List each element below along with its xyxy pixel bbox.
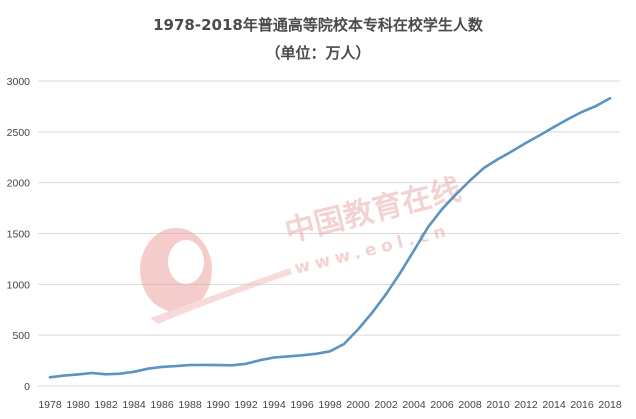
x-tick-label: 1980: [66, 399, 90, 411]
data-point-2005: [426, 225, 430, 229]
y-tick-label: 1000: [7, 279, 31, 291]
x-tick-label: 2006: [430, 399, 454, 411]
data-point-2000: [356, 328, 360, 331]
x-tick-label: 2010: [486, 399, 510, 411]
grid-lines: [38, 80, 620, 387]
data-point-1984: [132, 370, 136, 373]
x-tick-label: 2012: [514, 399, 538, 411]
data-point-2008: [468, 179, 472, 182]
x-tick-label: 2016: [570, 399, 594, 411]
data-point-2001: [370, 311, 374, 315]
eol-logo-icon: [140, 228, 292, 324]
data-point-1992: [244, 362, 248, 366]
data-point-1995: [286, 355, 290, 358]
x-tick-label: 1990: [206, 399, 230, 411]
data-point-2004: [412, 249, 416, 252]
data-point-2013: [538, 133, 542, 137]
y-axis-tick-labels: 0 500 1000 1500 2000 2500 3000: [7, 76, 31, 393]
data-point-1996: [300, 354, 304, 357]
data-point-1980: [76, 373, 80, 376]
data-point-2012: [524, 141, 528, 145]
x-tick-label: 1984: [122, 399, 146, 411]
x-tick-label: 1986: [150, 399, 174, 411]
data-point-1983: [118, 372, 122, 375]
data-point-1999: [342, 342, 346, 346]
x-tick-label: 1988: [178, 399, 202, 411]
data-point-1997: [314, 352, 318, 355]
data-point-2017: [594, 104, 598, 108]
data-point-1993: [258, 358, 262, 362]
x-tick-label: 1996: [290, 399, 314, 411]
data-point-2010: [496, 157, 500, 161]
data-point-2015: [566, 117, 570, 121]
x-tick-label: 2014: [542, 399, 566, 411]
y-tick-label: 500: [12, 330, 30, 342]
x-tick-label: 1994: [262, 399, 286, 411]
data-point-1981: [90, 371, 94, 375]
data-point-1989: [202, 363, 206, 367]
x-tick-label: 2002: [374, 399, 398, 411]
data-point-2007: [454, 193, 458, 196]
y-tick-label: 0: [24, 381, 30, 393]
data-point-1979: [62, 374, 66, 377]
x-tick-label: 1978: [38, 399, 62, 411]
data-point-1990: [216, 363, 220, 367]
y-tick-label: 1500: [7, 229, 31, 241]
x-tick-label: 2008: [458, 399, 482, 411]
x-tick-label: 2018: [598, 399, 622, 411]
x-tick-label: 1992: [234, 399, 258, 411]
data-point-2018: [608, 96, 612, 100]
y-tick-label: 2500: [7, 127, 31, 139]
data-point-2011: [510, 150, 514, 153]
data-point-1988: [188, 363, 192, 367]
data-point-2002: [384, 292, 388, 296]
x-tick-label: 2000: [346, 399, 370, 411]
data-point-1982: [104, 373, 108, 376]
x-axis-tick-labels: 1978 1980 1982 1984 1986 1988 1990 1992 1994 1996…: [38, 399, 622, 411]
series-points: [48, 96, 612, 379]
data-point-1986: [160, 365, 164, 369]
chart-title: 1978-2018年普通高等院校本专科在校学生人数: [153, 16, 484, 34]
data-point-2003: [398, 272, 402, 275]
chart-subtitle: （单位：万人）: [265, 44, 370, 62]
y-tick-label: 2000: [7, 178, 31, 190]
data-point-1985: [146, 367, 150, 370]
data-point-1998: [328, 350, 332, 353]
data-point-1994: [272, 356, 276, 359]
x-tick-label: 1998: [318, 399, 342, 411]
data-point-2009: [482, 166, 486, 170]
y-tick-label: 3000: [7, 76, 31, 88]
data-point-2006: [440, 208, 444, 211]
data-point-1978: [48, 376, 52, 379]
data-point-2014: [552, 125, 556, 129]
x-tick-label: 1982: [94, 399, 118, 411]
x-tick-label: 2004: [402, 399, 426, 411]
data-point-1991: [230, 364, 234, 367]
data-point-2016: [580, 110, 584, 114]
data-point-1987: [174, 364, 178, 368]
